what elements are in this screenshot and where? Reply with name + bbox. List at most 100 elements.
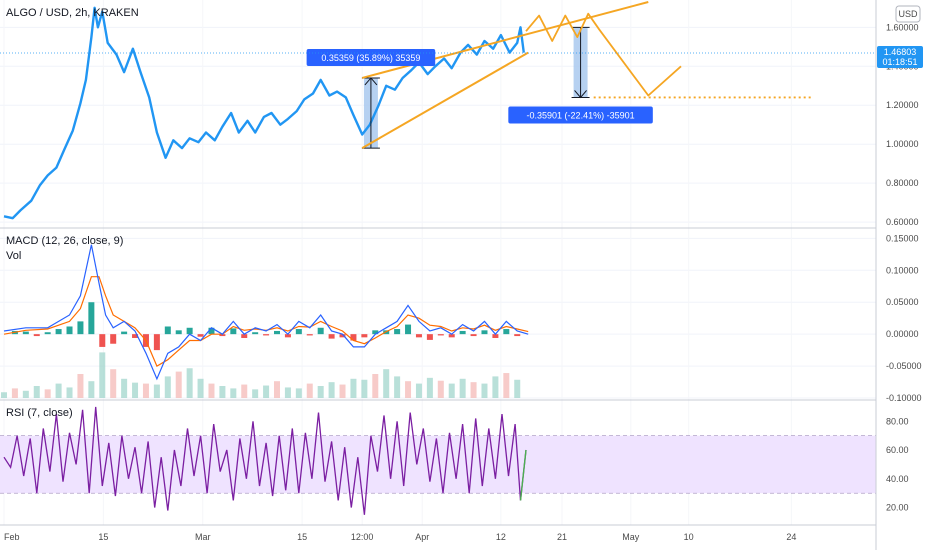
volume-bar (1, 392, 7, 398)
volume-bar (132, 382, 139, 398)
measure-down-label: -0.35901 (-22.41%) -35901 (527, 110, 635, 120)
macd-tick-label: -0.10000 (886, 393, 922, 403)
macd-histogram-bar (88, 302, 95, 335)
volume-bar (230, 388, 237, 398)
volume-bar (66, 387, 73, 398)
volume-bar (361, 379, 368, 398)
volume-bar (339, 384, 346, 398)
projection-path[interactable] (525, 12, 682, 97)
macd-histogram-bar (459, 330, 466, 335)
measure-down-label-box (508, 106, 653, 124)
macd-histogram-bar (503, 329, 510, 335)
price-series-line (3, 6, 525, 220)
macd-tick-label: 0.00000 (886, 329, 919, 339)
volume-bar (274, 381, 280, 398)
time-tick-label: 12:00 (351, 532, 374, 542)
rsi-tick-label: 40.00 (886, 474, 909, 484)
macd-title: MACD (12, 26, close, 9) (6, 235, 123, 247)
macd-histogram-bar (350, 334, 357, 341)
price-pane[interactable]: 0.35359 (35.89%) 35359 -0.35901 (-22.41%)… (3, 1, 813, 220)
macd-histogram-bar (208, 327, 215, 335)
volume-title: Vol (6, 250, 21, 262)
currency-button[interactable]: USD (895, 5, 921, 23)
price-tick-label: 1.60000 (886, 22, 919, 32)
drawing-layer[interactable]: 0.35359 (35.89%) 35359 -0.35901 (-22.41%)… (306, 1, 813, 149)
currency-button-label[interactable]: USD (898, 9, 918, 19)
volume-bar (448, 383, 455, 398)
rsi-tick-label: 60.00 (886, 445, 909, 455)
macd-histogram-bar (252, 332, 259, 335)
volume-bar (142, 383, 149, 398)
time-axis[interactable]: Feb 15 Mar 15 12:00 Apr 12 21 May 10 24 (4, 532, 796, 542)
macd-histogram-bar (110, 334, 117, 344)
macd-histogram-bar (284, 334, 291, 338)
volume-bar (164, 376, 171, 398)
volume-bar (470, 382, 477, 398)
macd-histogram-bar (230, 328, 237, 335)
rsi-series-line (3, 406, 527, 515)
volume-bar (306, 383, 313, 398)
time-tick-label: 15 (98, 532, 108, 542)
time-tick-label: May (622, 532, 640, 542)
volume-bar (437, 380, 444, 398)
volume-bar (514, 379, 521, 398)
macd-histogram-bar (197, 334, 204, 337)
macd-histogram-bar (394, 329, 401, 335)
macd-histogram-bar (263, 334, 270, 336)
measure-up-label: 0.35359 (35.89%) 35359 (321, 53, 420, 63)
macd-histogram-bar (415, 334, 422, 338)
rsi-pane[interactable] (0, 406, 876, 515)
price-tick-label: 0.80000 (886, 178, 919, 188)
macd-histogram-bar (448, 334, 455, 338)
macd-histogram-bar (66, 326, 73, 335)
volume-bar (77, 374, 84, 398)
macd-histogram-bar (372, 330, 379, 335)
macd-histogram-bar (492, 334, 499, 338)
last-price-value: 1.46803 (884, 47, 917, 57)
macd-histogram-bar (481, 330, 488, 335)
price-tick-label: 1.00000 (886, 139, 919, 149)
measure-arrow-head (364, 77, 378, 86)
volume-bar (426, 377, 433, 398)
macd-tick-label: -0.05000 (886, 361, 922, 371)
macd-histogram-bar (121, 331, 128, 335)
macd-histogram-bar (99, 334, 106, 347)
last-price-box (877, 46, 923, 69)
macd-histogram-bar (219, 334, 226, 337)
measure-up-label-box (306, 48, 436, 66)
volume-bar (492, 376, 499, 398)
time-tick-label: 12 (496, 532, 506, 542)
currency-button-frame[interactable] (895, 5, 921, 23)
macd-histogram-bar (317, 327, 324, 335)
time-tick-label: Feb (4, 532, 20, 542)
macd-histogram-bar (405, 324, 412, 335)
macd-histogram-bar (437, 334, 444, 336)
time-tick-label: Apr (415, 532, 429, 542)
wedge-lower-trendline[interactable] (361, 51, 529, 149)
time-tick-label: 15 (297, 532, 307, 542)
rsi-tick-label: 80.00 (886, 416, 909, 426)
macd-axis[interactable]: 0.15000 0.10000 0.05000 0.00000 -0.05000 -0.1… (886, 233, 922, 403)
macd-pane[interactable] (1, 244, 529, 398)
rsi-axis[interactable]: 80.00 60.00 40.00 20.00 (886, 416, 909, 512)
macd-histogram-bar (44, 332, 51, 335)
macd-histogram-bar (77, 321, 84, 335)
macd-histogram-bar (306, 334, 313, 336)
macd-histogram-bar (175, 330, 182, 335)
volume-bar (284, 387, 291, 398)
volume-bar (372, 374, 379, 398)
macd-histogram-bar (241, 334, 248, 338)
rsi-last-segment (519, 449, 527, 501)
volume-bar (55, 383, 62, 398)
volume-bar (175, 371, 182, 398)
volume-bar (295, 388, 302, 398)
volume-bar (110, 369, 117, 398)
volume-bar (208, 383, 215, 398)
time-tick-label: Mar (195, 532, 211, 542)
volume-bars (1, 352, 521, 398)
volume-bar (383, 369, 390, 398)
volume-bar (394, 376, 401, 398)
volume-bar (459, 378, 466, 398)
volume-bar (415, 383, 422, 398)
